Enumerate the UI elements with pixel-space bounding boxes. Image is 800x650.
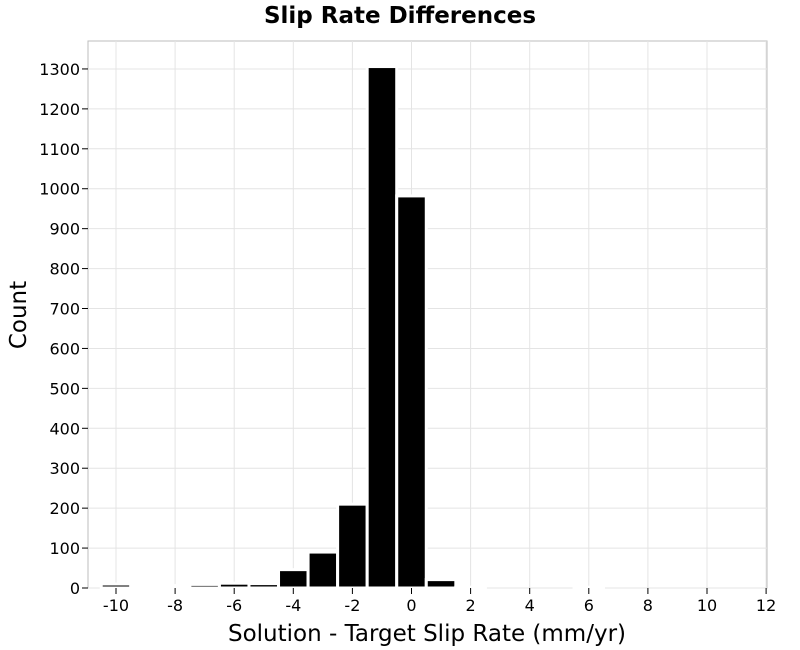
x-tick-label: 8 — [643, 596, 653, 615]
y-tick-label: 500 — [49, 379, 80, 398]
y-axis-label: Count — [6, 281, 32, 349]
y-tick-label: 200 — [49, 499, 80, 518]
histogram-bar — [454, 585, 487, 590]
histogram-bar — [365, 65, 399, 590]
x-axis: -10 -8 -6 -4 -2 0 2 4 6 8 10 12 — [103, 588, 776, 615]
y-tick-label: 700 — [49, 300, 80, 319]
x-tick-label: 10 — [697, 596, 717, 615]
y-axis: 0 100 200 300 400 500 600 700 800 900 1000 1100 1200… — [39, 60, 88, 598]
y-tick-label: 1000 — [39, 180, 80, 199]
histogram-bar — [306, 550, 340, 590]
y-tick-label: 1200 — [39, 100, 80, 119]
chart-title: Slip Rate Differences — [264, 3, 536, 29]
x-tick-label: 2 — [466, 596, 476, 615]
histogram-bar — [99, 582, 133, 590]
x-tick-label: 12 — [756, 596, 776, 615]
histogram-bar — [217, 581, 251, 590]
x-tick-label: -2 — [344, 596, 360, 615]
y-tick-label: 1100 — [39, 140, 80, 159]
x-axis-label: Solution - Target Slip Rate (mm/yr) — [228, 621, 626, 647]
y-tick-label: 900 — [49, 220, 80, 239]
y-tick-label: 400 — [49, 419, 80, 438]
bars-layer — [99, 65, 606, 590]
y-tick-label: 600 — [49, 339, 80, 358]
histogram-bar — [129, 584, 162, 590]
histogram-bar — [158, 584, 192, 590]
x-tick-label: -4 — [285, 596, 301, 615]
x-tick-label: 6 — [584, 596, 594, 615]
x-tick-label: 0 — [406, 596, 416, 615]
histogram-bar — [277, 568, 310, 590]
y-tick-label: 1300 — [39, 60, 80, 79]
y-tick-label: 100 — [49, 539, 80, 558]
x-tick-label: -10 — [103, 596, 129, 615]
y-tick-label: 800 — [49, 260, 80, 279]
histogram-bar — [424, 578, 458, 590]
x-tick-label: -8 — [167, 596, 183, 615]
y-tick-label: 0 — [70, 579, 80, 598]
histogram-bar — [336, 502, 369, 590]
x-tick-label: 4 — [525, 596, 535, 615]
y-tick-label: 300 — [49, 459, 80, 478]
histogram-bar — [247, 582, 281, 590]
histogram-bar — [395, 194, 428, 590]
histogram-bar — [572, 585, 606, 590]
histogram-bar — [188, 582, 221, 590]
x-tick-label: -6 — [226, 596, 242, 615]
